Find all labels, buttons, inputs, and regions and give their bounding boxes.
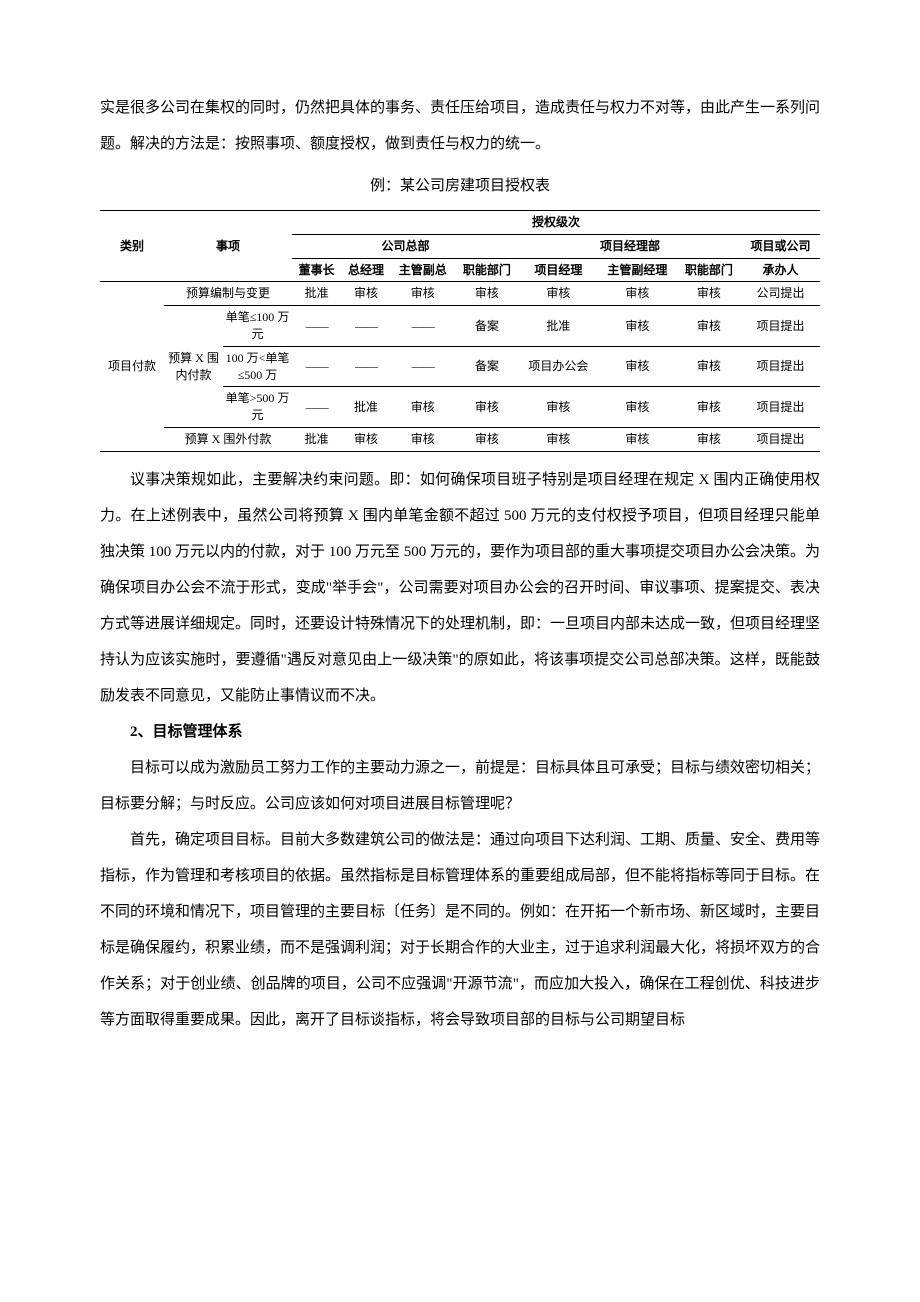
cell: 审核 — [455, 387, 519, 428]
cell: 审核 — [598, 427, 677, 451]
cell: 审核 — [391, 282, 455, 306]
th-item: 事项 — [164, 211, 292, 282]
cell: 审核 — [519, 427, 598, 451]
cell: 审核 — [598, 387, 677, 428]
th-gm: 总经理 — [341, 258, 390, 282]
table-caption: 例：某公司房建项目授权表 — [100, 168, 820, 204]
table-row: 预算 X 围内付款 单笔≤100 万元 —— —— —— 备案 批准 审核 审核… — [100, 306, 820, 347]
th-dpm: 主管副经理 — [598, 258, 677, 282]
cell-subitem: 单笔≤100 万元 — [223, 306, 292, 347]
table-row: 预算 X 围外付款 批准 审核 审核 审核 审核 审核 审核 项目提出 — [100, 427, 820, 451]
cell: 审核 — [341, 427, 390, 451]
cell: 批准 — [292, 427, 341, 451]
cell: —— — [341, 306, 390, 347]
cell: 审核 — [677, 346, 741, 387]
cell: 审核 — [598, 282, 677, 306]
cell: 批准 — [341, 387, 390, 428]
cell: 项目办公会 — [519, 346, 598, 387]
th-level: 授权级次 — [292, 211, 820, 235]
cell: —— — [292, 346, 341, 387]
cell: 审核 — [677, 282, 741, 306]
cell: 项目提出 — [741, 346, 820, 387]
table-row: 项目付款 预算编制与变更 批准 审核 审核 审核 审核 审核 审核 公司提出 — [100, 282, 820, 306]
cell: 审核 — [519, 282, 598, 306]
cell: 批准 — [292, 282, 341, 306]
cell-subitem: 单笔>500 万元 — [223, 387, 292, 428]
cell: 项目提出 — [741, 306, 820, 347]
cell: —— — [391, 346, 455, 387]
th-chairman: 董事长 — [292, 258, 341, 282]
cell: 审核 — [455, 427, 519, 451]
section-heading-2: 2、目标管理体系 — [100, 714, 820, 750]
cell: 批准 — [519, 306, 598, 347]
th-category: 类别 — [100, 211, 164, 282]
cell: 审核 — [455, 282, 519, 306]
cell-item-group: 预算 X 围内付款 — [164, 306, 223, 428]
th-handler: 承办人 — [741, 258, 820, 282]
th-proj-or-co: 项目或公司 — [741, 234, 820, 258]
cell: 备案 — [455, 306, 519, 347]
cell-item: 预算 X 围外付款 — [164, 427, 292, 451]
authorization-table: 类别 事项 授权级次 公司总部 项目经理部 项目或公司 董事长 总经理 主管副总… — [100, 210, 820, 452]
cell: 审核 — [391, 427, 455, 451]
cell: 审核 — [677, 427, 741, 451]
th-pm: 项目经理 — [519, 258, 598, 282]
cell: 审核 — [598, 306, 677, 347]
th-func: 职能部门 — [455, 258, 519, 282]
cell-item: 预算编制与变更 — [164, 282, 292, 306]
cell: 公司提出 — [741, 282, 820, 306]
paragraph-4: 首先，确定项目目标。目前大多数建筑公司的做法是：通过向项目下达利润、工期、质量、… — [100, 822, 820, 1038]
th-func2: 职能部门 — [677, 258, 741, 282]
cell: 项目提出 — [741, 387, 820, 428]
table-header-row-1: 类别 事项 授权级次 — [100, 211, 820, 235]
cell: —— — [341, 346, 390, 387]
cell-subitem: 100 万<单笔≤500 万 — [223, 346, 292, 387]
cell: 审核 — [341, 282, 390, 306]
cell: 备案 — [455, 346, 519, 387]
th-hq: 公司总部 — [292, 234, 519, 258]
paragraph-1: 实是很多公司在集权的同时，仍然把具体的事务、责任压给项目，造成责任与权力不对等，… — [100, 90, 820, 162]
paragraph-3: 目标可以成为激励员工努力工作的主要动力源之一，前提是：目标具体且可承受；目标与绩… — [100, 750, 820, 822]
th-pm-dept: 项目经理部 — [519, 234, 741, 258]
cell: 审核 — [677, 387, 741, 428]
cell: —— — [292, 387, 341, 428]
cell: 审核 — [598, 346, 677, 387]
th-dgm: 主管副总 — [391, 258, 455, 282]
cell: 项目提出 — [741, 427, 820, 451]
cell-category: 项目付款 — [100, 282, 164, 451]
cell: —— — [292, 306, 341, 347]
paragraph-2: 议事决策规如此，主要解决约束问题。即：如何确保项目班子特别是项目经理在规定 X … — [100, 462, 820, 714]
cell: —— — [391, 306, 455, 347]
cell: 审核 — [677, 306, 741, 347]
cell: 审核 — [391, 387, 455, 428]
cell: 审核 — [519, 387, 598, 428]
